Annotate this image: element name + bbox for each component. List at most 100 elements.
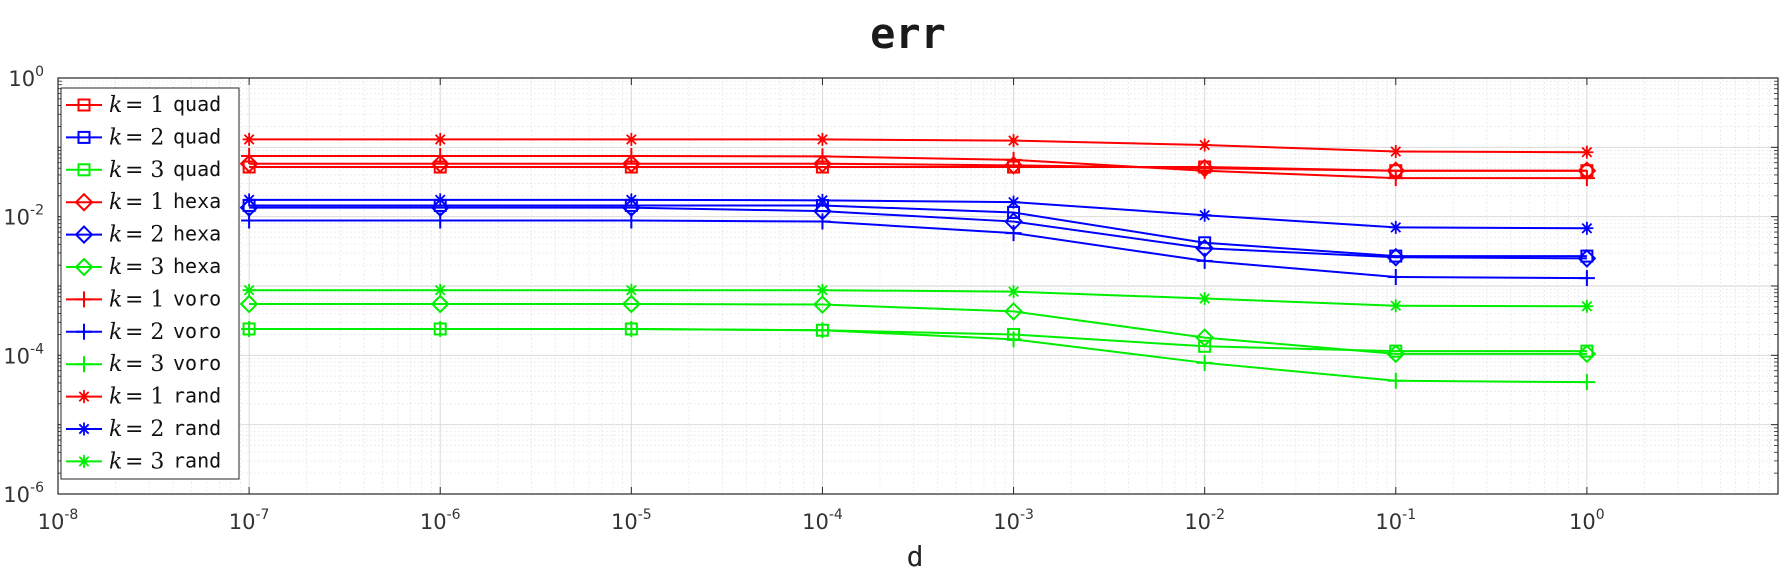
y-tick-label: 10-2 (3, 203, 44, 230)
legend-k-value: = 3 (125, 449, 164, 474)
series-line (249, 138, 1587, 154)
x-tick-base: 10 (802, 510, 829, 534)
series-voro-k3 (241, 320, 1595, 391)
series-hexa-k3 (239, 294, 1597, 364)
series-line (249, 219, 1587, 280)
x-tick-label: 10-1 (1375, 507, 1416, 534)
series-layer (239, 132, 1597, 391)
legend-box (60, 87, 240, 480)
data-point (432, 147, 449, 164)
y-tick-label: 100 (8, 64, 44, 91)
series-line (249, 206, 1587, 260)
legend-k-value: = 2 (125, 223, 164, 248)
data-point (433, 132, 447, 146)
data-point (1007, 195, 1021, 209)
data-point (813, 154, 832, 174)
data-point (814, 322, 831, 339)
y-tick-label: 10-4 (3, 341, 44, 368)
x-tick-label: 10-8 (38, 507, 79, 534)
data-point (813, 295, 832, 314)
data-point (1389, 220, 1403, 234)
legend-marker (76, 291, 92, 308)
y-tick-base: 10 (8, 67, 35, 91)
x-tick-base: 10 (1569, 510, 1596, 534)
legend-mesh-label: voro (173, 286, 221, 310)
data-point (433, 193, 447, 207)
legend-entry: k = 2 rand (66, 416, 221, 442)
data-point (1580, 221, 1594, 235)
series-rand-k1 (242, 132, 1594, 159)
legend-mesh-label: voro (173, 319, 221, 343)
legend-k-value: = 2 (125, 320, 164, 345)
legend-k-symbol: k (109, 190, 122, 215)
data-point (241, 320, 258, 337)
legend-marker (74, 257, 94, 277)
legend-k-symbol: k (109, 385, 122, 410)
series-line (249, 327, 1587, 384)
x-tick-exponent: -1 (1402, 507, 1416, 523)
data-point (1386, 344, 1406, 364)
data-point (1004, 301, 1023, 321)
legend-entry: k = 3 voro (66, 351, 221, 377)
data-point (1577, 248, 1597, 268)
legend-k-symbol: k (109, 352, 122, 377)
legend-k-value: = 1 (125, 287, 164, 312)
data-point (1198, 339, 1212, 353)
x-tick-exponent: -7 (255, 507, 269, 523)
data-point (1386, 247, 1406, 267)
data-point (1196, 252, 1213, 269)
legend-mesh-label: rand (173, 416, 221, 440)
data-point (1389, 145, 1403, 159)
series-line (249, 289, 1587, 308)
legend-k-symbol: k (109, 255, 122, 280)
legend-mesh-label: quad (173, 124, 221, 148)
legend-k-symbol: k (109, 287, 122, 312)
legend-mesh-label: rand (173, 448, 221, 472)
data-point (1580, 299, 1594, 313)
x-tick-base: 10 (38, 510, 65, 534)
legend-entry: k = 1 rand (66, 384, 221, 410)
legend-marker (76, 356, 92, 373)
x-tick-exponent: -6 (447, 507, 461, 523)
data-point (433, 283, 447, 297)
data-point (815, 283, 829, 297)
y-tick-label: 10-6 (3, 480, 44, 507)
data-point (1578, 270, 1595, 287)
legend-k-value: = 2 (125, 417, 164, 442)
y-tick-exponent: -6 (30, 480, 44, 496)
x-tick-label: 10-2 (1184, 507, 1225, 534)
legend-marker (77, 163, 91, 177)
x-tick-exponent: -4 (829, 507, 843, 523)
x-tick-label: 10-3 (993, 507, 1034, 534)
x-axis-label: d (907, 540, 924, 573)
x-tick-base: 10 (1184, 510, 1211, 534)
y-tick-base: 10 (3, 344, 30, 368)
data-point (1195, 328, 1215, 348)
data-point (1198, 138, 1212, 152)
data-point (1578, 170, 1595, 187)
data-point (623, 147, 640, 164)
legend-mesh-label: hexa (173, 189, 221, 213)
y-tick-exponent: 0 (35, 64, 44, 80)
series-rand-k3 (242, 283, 1594, 313)
series-line (249, 204, 1587, 258)
legend-entry: k = 2 quad (66, 124, 221, 150)
x-tick-exponent: -8 (64, 507, 78, 523)
plot-area (57, 77, 1779, 495)
data-point (814, 213, 831, 230)
series-line (249, 303, 1587, 355)
legend-k-symbol: k (109, 320, 122, 345)
legend-entry: k = 3 rand (66, 448, 221, 474)
legend-entry: k = 1 hexa (66, 189, 221, 215)
legend-k-value: = 1 (125, 190, 164, 215)
data-point (242, 193, 256, 207)
data-point (815, 132, 829, 146)
x-tick-base: 10 (229, 510, 256, 534)
x-tick-label: 10-7 (229, 507, 270, 534)
data-point (621, 154, 641, 174)
legend-marker (77, 98, 91, 112)
x-tick-exponent: -3 (1020, 507, 1034, 523)
